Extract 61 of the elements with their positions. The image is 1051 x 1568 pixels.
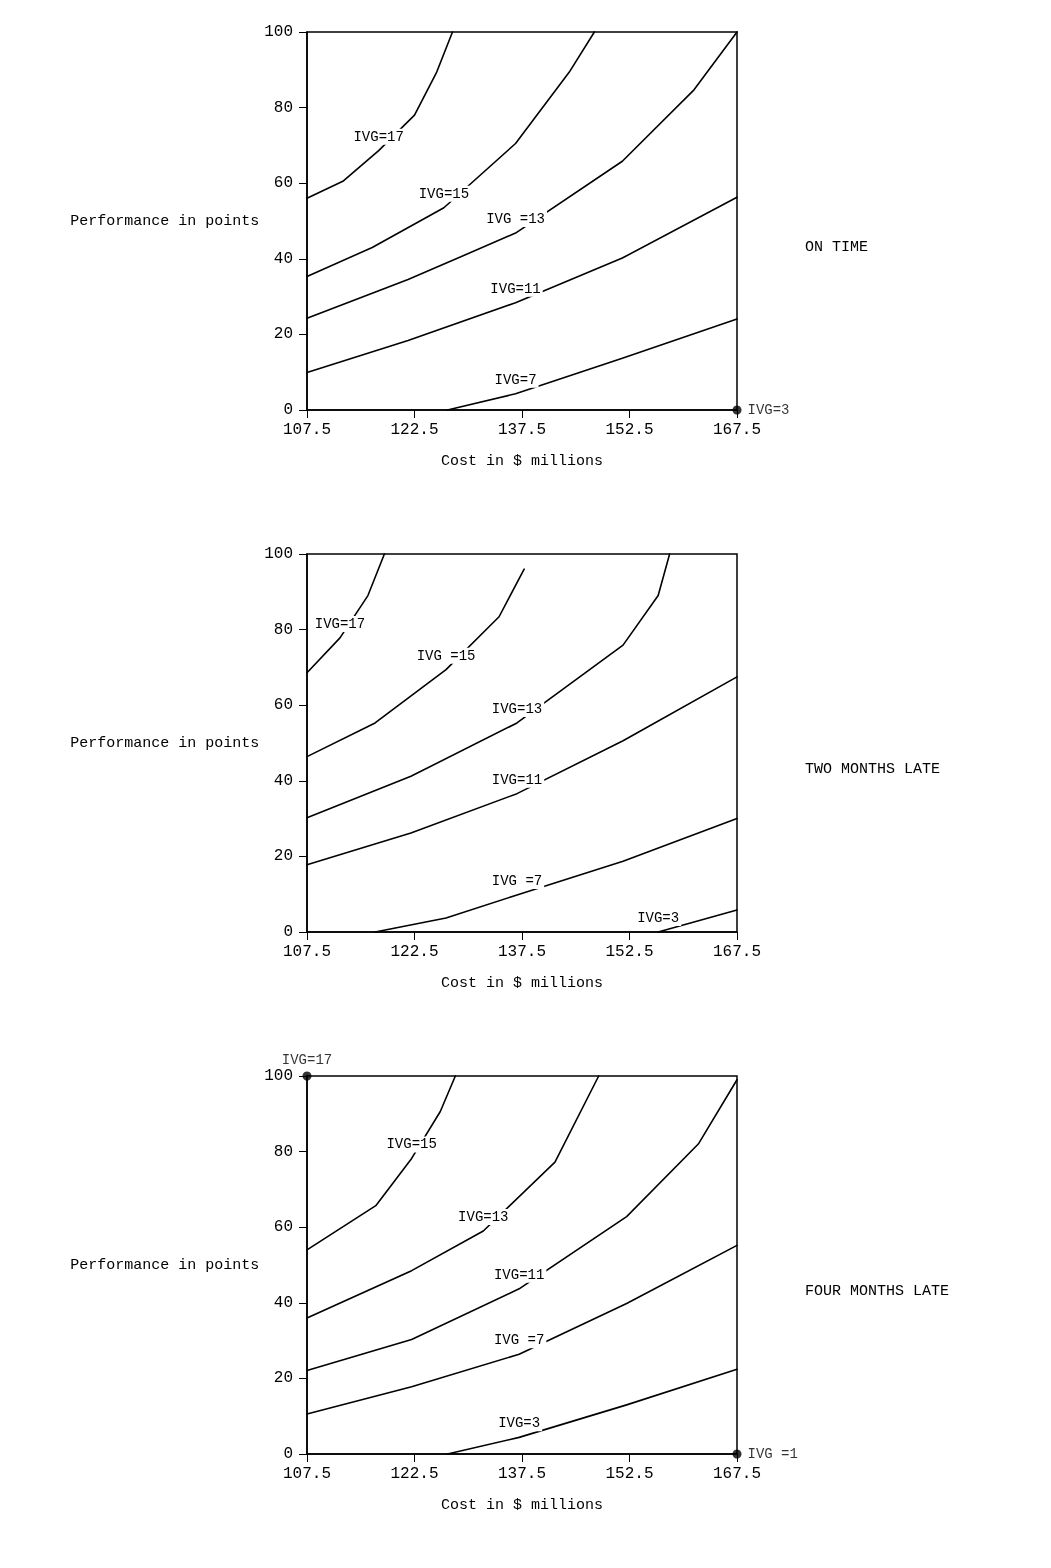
y-tick-label: 40	[273, 249, 293, 268]
x-tick-label: 137.5	[497, 1465, 547, 1483]
y-tick-label: 20	[273, 1369, 293, 1388]
y-axis-title: Performance in points	[70, 1256, 260, 1274]
series-label: IVG=13	[491, 700, 543, 717]
series-label: IVG=3	[747, 402, 790, 418]
x-tick-label: 107.5	[282, 421, 332, 439]
y-tick-label: 100	[264, 545, 293, 563]
x-tick-label: 167.5	[712, 1465, 762, 1483]
y-tick-label: 20	[273, 325, 293, 344]
text: ON TIME	[805, 239, 869, 256]
y-tick-label: 0	[283, 923, 293, 941]
y-tick-label: 80	[273, 98, 293, 117]
x-tick-label: 167.5	[712, 943, 762, 961]
series-label: IVG=17	[281, 1051, 333, 1068]
x-axis-title: Cost in $ millions	[440, 1497, 604, 1514]
x-tick-label: 107.5	[282, 943, 332, 961]
text: TWO MONTHS LATE	[805, 761, 941, 778]
x-tick-label: 107.5	[282, 1465, 332, 1483]
y-tick-label: 60	[273, 696, 293, 715]
x-tick-label: 152.5	[605, 943, 654, 961]
series-label: IVG =7	[493, 1332, 545, 1349]
series-label: IVG=3	[637, 910, 680, 926]
y-axis-title: Performance in points	[70, 734, 260, 752]
series-label: IVG=13	[458, 1208, 509, 1225]
y-tick-label: 40	[273, 1293, 293, 1312]
series-label: IVG=15	[386, 1136, 437, 1153]
y-tick-label: 100	[264, 1067, 293, 1085]
series-label: IVG =7	[491, 872, 543, 889]
x-tick-label: 167.5	[712, 421, 762, 439]
y-tick-label: 100	[264, 23, 293, 41]
series-label: IVG =15	[416, 647, 476, 664]
x-tick-label: 152.5	[605, 421, 654, 439]
series-label: IVG =13	[486, 211, 545, 228]
x-tick-label: 152.5	[605, 1465, 654, 1483]
series-label: IVG=17	[353, 128, 404, 145]
y-tick-label: 0	[283, 1445, 293, 1463]
x-tick-label: 137.5	[497, 421, 547, 439]
text: FOUR MONTHS LATE	[805, 1283, 950, 1300]
y-tick-label: 0	[283, 401, 293, 419]
y-axis-title: Performance in points	[70, 212, 260, 230]
x-tick-label: 137.5	[497, 943, 547, 961]
series-label: IVG=11	[493, 1266, 545, 1283]
series-label: IVG=17	[314, 615, 366, 632]
x-tick-label: 122.5	[390, 1465, 439, 1483]
series-label: IVG=11	[491, 771, 543, 788]
y-tick-label: 60	[273, 1218, 293, 1237]
y-tick-label: 80	[273, 620, 293, 639]
y-tick-label: 60	[273, 174, 293, 193]
x-axis-title: Cost in $ millions	[440, 975, 604, 992]
series-label: IVG=7	[494, 371, 537, 388]
y-tick-label: 20	[273, 847, 293, 866]
x-tick-label: 122.5	[390, 943, 439, 961]
series-label: IVG=15	[418, 185, 470, 202]
y-tick-label: 40	[273, 771, 293, 790]
x-axis-title: Cost in $ millions	[440, 453, 604, 470]
y-tick-label: 80	[273, 1142, 293, 1161]
series-label: IVG =1	[747, 1446, 798, 1462]
x-tick-label: 122.5	[390, 421, 439, 439]
series-label: IVG=3	[498, 1415, 541, 1432]
series-label: IVG=11	[490, 280, 541, 297]
